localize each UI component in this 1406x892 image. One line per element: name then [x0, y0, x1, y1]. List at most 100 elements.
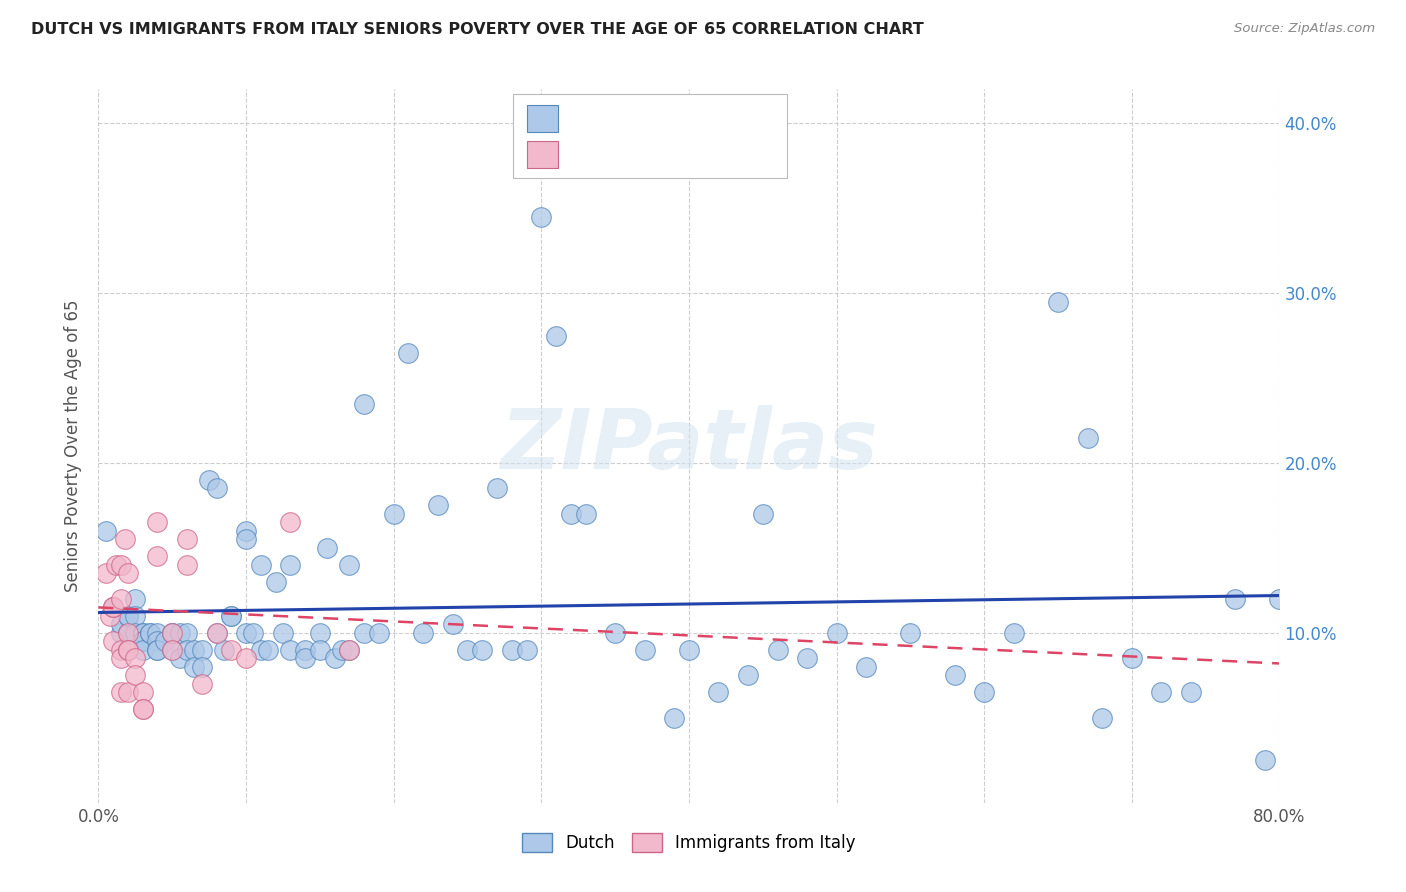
Point [235, 626, 257, 640]
Point [242, 626, 264, 640]
Point [339, 643, 361, 657]
Point [221, 643, 243, 657]
Point [235, 651, 257, 665]
Point [110, 591, 132, 606]
Point [117, 626, 139, 640]
Point [124, 591, 146, 606]
Point [132, 702, 155, 716]
Point [139, 626, 162, 640]
Point [110, 685, 132, 699]
Text: DUTCH VS IMMIGRANTS FROM ITALY SENIORS POVERTY OVER THE AGE OF 65 CORRELATION CH: DUTCH VS IMMIGRANTS FROM ITALY SENIORS P… [31, 22, 924, 37]
Point [501, 643, 523, 657]
Point [110, 617, 132, 632]
Point [183, 660, 205, 674]
Point [250, 643, 273, 657]
Point [1254, 753, 1277, 767]
Point [825, 626, 848, 640]
Point [560, 507, 582, 521]
Point [973, 685, 995, 699]
Point [94, 566, 117, 581]
Point [176, 643, 198, 657]
Point [124, 668, 146, 682]
Point [353, 626, 375, 640]
Point [486, 482, 509, 496]
Point [124, 651, 146, 665]
Point [191, 660, 214, 674]
Text: R =: R = [569, 112, 605, 126]
Text: 0.050: 0.050 [614, 112, 665, 126]
Point [212, 643, 235, 657]
Point [221, 608, 243, 623]
Point [117, 566, 139, 581]
Text: N =: N = [675, 112, 711, 126]
Point [257, 643, 280, 657]
Point [339, 558, 361, 572]
Point [441, 617, 464, 632]
Point [339, 643, 361, 657]
Point [205, 626, 228, 640]
Legend: Dutch, Immigrants from Italy: Dutch, Immigrants from Italy [516, 826, 862, 859]
Point [146, 626, 169, 640]
Point [110, 558, 132, 572]
Point [139, 626, 162, 640]
Point [117, 643, 139, 657]
Point [1180, 685, 1202, 699]
Point [117, 626, 139, 640]
Point [103, 600, 125, 615]
Point [198, 473, 221, 487]
Point [264, 574, 287, 589]
Point [294, 643, 316, 657]
Point [103, 600, 125, 615]
Point [162, 643, 183, 657]
Point [191, 677, 214, 691]
Point [294, 651, 316, 665]
Point [280, 558, 302, 572]
Point [1268, 591, 1291, 606]
Point [766, 643, 789, 657]
Point [176, 533, 198, 547]
Point [678, 643, 700, 657]
Point [132, 643, 155, 657]
Point [280, 516, 302, 530]
Point [575, 507, 598, 521]
Point [124, 626, 146, 640]
Point [221, 608, 243, 623]
Point [1150, 685, 1173, 699]
Text: R =: R = [569, 147, 605, 161]
Point [105, 558, 128, 572]
Point [117, 643, 139, 657]
Point [103, 600, 125, 615]
Point [162, 626, 183, 640]
Text: N =: N = [675, 147, 711, 161]
Point [530, 210, 553, 224]
Point [412, 626, 434, 640]
Point [117, 626, 139, 640]
Point [103, 634, 125, 648]
Point [176, 558, 198, 572]
Point [943, 668, 966, 682]
Point [546, 328, 568, 343]
Point [162, 643, 183, 657]
Point [205, 626, 228, 640]
Point [205, 482, 228, 496]
Point [124, 608, 146, 623]
Text: 25: 25 [720, 147, 742, 161]
Point [169, 651, 191, 665]
Point [132, 626, 155, 640]
Point [855, 660, 877, 674]
Point [183, 643, 205, 657]
Point [162, 626, 183, 640]
Point [191, 643, 214, 657]
Point [280, 643, 302, 657]
Point [94, 524, 117, 538]
Point [146, 643, 169, 657]
Point [117, 608, 139, 623]
Point [427, 499, 450, 513]
Point [707, 685, 730, 699]
Point [235, 533, 257, 547]
Point [1046, 294, 1070, 309]
Point [110, 643, 132, 657]
Point [176, 626, 198, 640]
Point [1002, 626, 1025, 640]
Point [132, 634, 155, 648]
